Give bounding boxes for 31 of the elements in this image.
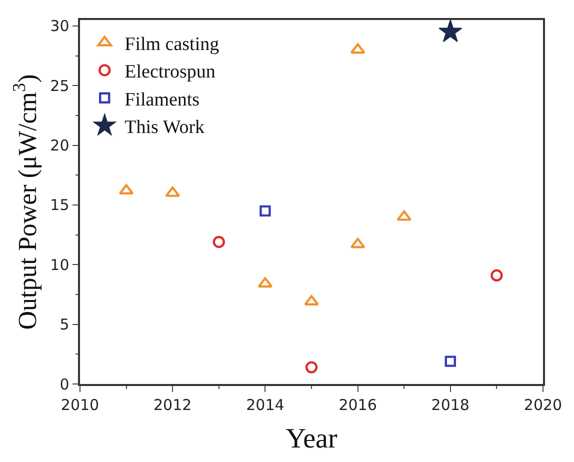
y-tick-label: 5 (60, 316, 70, 334)
point (396, 210, 412, 221)
point (490, 269, 503, 282)
point (350, 238, 366, 248)
point (305, 361, 318, 374)
x-axis-title: Year (286, 423, 338, 454)
y-tick-label: 0 (60, 375, 70, 394)
legend-label: This Work (124, 117, 206, 138)
point (304, 295, 319, 306)
point (212, 236, 225, 248)
point (444, 356, 456, 367)
point (438, 20, 462, 42)
x-tick-label: 2016 (338, 396, 377, 414)
x-tick-label: 2010 (60, 396, 100, 414)
legend-label: Filaments (124, 89, 200, 110)
point (118, 184, 134, 195)
x-tick-label: 2018 (431, 396, 470, 414)
x-tick-label: 2020 (524, 396, 562, 414)
x-tick-label: 2014 (246, 396, 284, 414)
y-tick-label: 15 (50, 196, 70, 214)
y-tick-label: 10 (50, 256, 70, 274)
legend-label: Electrospun (124, 62, 216, 83)
x-tick-label: 2012 (154, 396, 192, 414)
y-tick-label: 20 (50, 136, 70, 155)
point (165, 186, 180, 197)
point (260, 205, 271, 217)
legend-label: Film casting (124, 34, 220, 55)
y-tick-label: 25 (50, 76, 70, 95)
point (350, 43, 366, 54)
point (258, 277, 273, 288)
y-tick-label: 30 (50, 17, 70, 36)
